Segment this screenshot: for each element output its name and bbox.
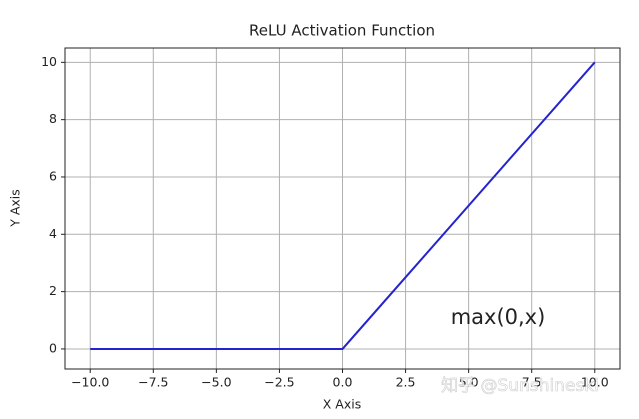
x-axis-label: X Axis [323, 397, 361, 412]
y-tick-label: 10 [41, 54, 57, 69]
plot-frame [64, 47, 621, 370]
x-tick-label: 0.0 [333, 375, 353, 390]
y-tick-label: 8 [49, 111, 57, 126]
x-tick-label: 10.0 [581, 375, 609, 390]
y-tick-label: 2 [49, 283, 57, 298]
x-tick-label: −2.5 [264, 375, 294, 390]
y-tick-label: 4 [49, 226, 57, 241]
x-tick-label: −7.5 [138, 375, 168, 390]
data-line [90, 61, 596, 350]
annotation: max(0,x) [451, 305, 546, 329]
x-tick-label: −5.0 [201, 375, 231, 390]
x-tick-label: −10.0 [71, 375, 109, 390]
watermark: 知乎 @Sunshineski [441, 376, 599, 396]
y-tick-label: 6 [49, 168, 57, 183]
y-axis-label: Y Axis [8, 189, 23, 228]
x-tick-label: 7.5 [522, 375, 542, 390]
chart-title: ReLU Activation Function [249, 22, 435, 40]
x-tick-label: 5.0 [459, 375, 479, 390]
y-tick-label: 0 [49, 340, 57, 355]
x-tick-label: 2.5 [396, 375, 416, 390]
